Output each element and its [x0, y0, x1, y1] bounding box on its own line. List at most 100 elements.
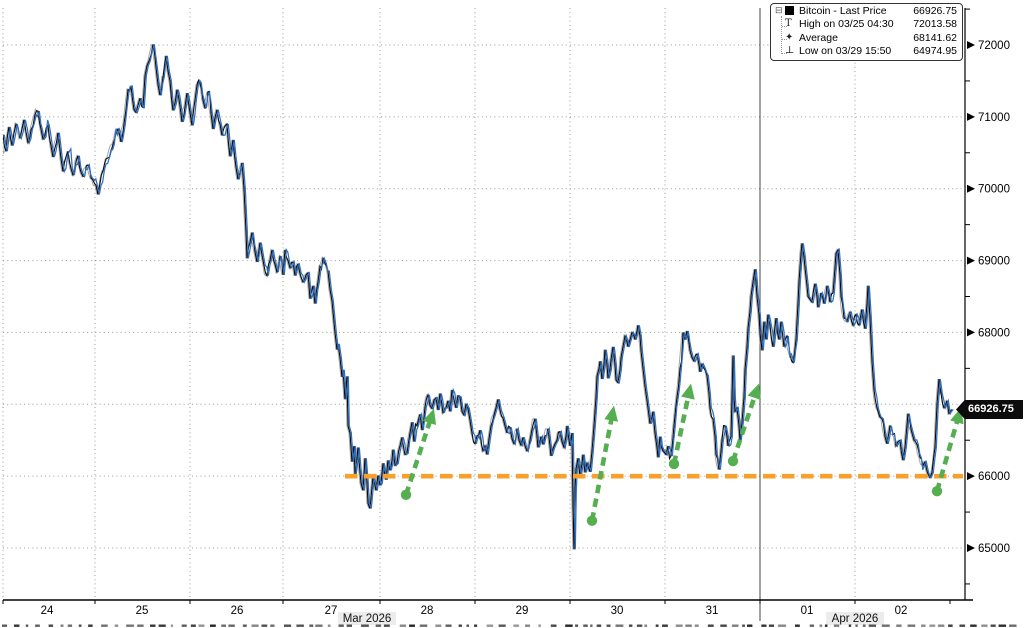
up-arrow-dot: [400, 489, 412, 501]
bottom-strip-dash: [747, 624, 753, 627]
x-axis-label: 01: [801, 605, 814, 617]
x-axis-label: 25: [136, 605, 149, 617]
bottom-strip-dash: [474, 624, 478, 627]
bottom-strip-dash: [636, 624, 643, 627]
bottom-strip-dash: [990, 624, 996, 627]
bottom-strip-dash: [768, 624, 775, 627]
bottom-strip-dash: [937, 624, 945, 627]
bottom-strip-dash: [375, 624, 382, 627]
bottom-strip-dash: [198, 624, 205, 627]
bottom-strip-dash: [78, 624, 82, 627]
bottom-strip-dash: [1009, 624, 1017, 627]
bottom-strip-dash: [338, 624, 344, 627]
price-line-blue: [3, 44, 954, 550]
y-tick-arrow-icon: [967, 256, 975, 265]
bottom-strip-dash: [675, 624, 683, 627]
x-axis-label: 26: [231, 605, 244, 617]
bottom-strip-dash: [720, 624, 727, 627]
bottom-strip-dash: [466, 624, 470, 627]
legend-label: Bitcoin - Last Price: [799, 4, 887, 17]
bottom-strip-dash: [261, 624, 268, 627]
bottom-strip-dash: [794, 624, 800, 627]
bottom-strip-dash: [583, 624, 588, 627]
month-label-bg: [826, 612, 884, 625]
bottom-strip-dash: [731, 624, 739, 627]
bottom-strip-dash: [409, 624, 415, 627]
y-tick-arrow-icon: [967, 328, 975, 337]
legend-row-average[interactable]: ✦ Average 68141.62: [771, 31, 962, 45]
bottom-strip-dash: [309, 624, 314, 627]
legend-value: 64974.95: [913, 45, 957, 58]
bottom-strip-dash: [809, 624, 815, 627]
bottom-strip-dash: [126, 624, 134, 627]
bottom-strip-dash: [283, 624, 292, 627]
up-arrow-dot: [727, 455, 739, 467]
y-tick-arrow-icon: [967, 184, 975, 193]
bottom-strip-dash: [538, 624, 541, 627]
y-tick-arrow-icon: [967, 472, 975, 481]
bottom-strip-dash: [778, 624, 786, 627]
x-axis-label: 02: [895, 605, 908, 617]
bottom-strip-dash: [921, 624, 926, 627]
legend-row-low[interactable]: ⊥ Low on 03/29 15:50 64974.95: [771, 45, 962, 59]
up-arrow-dot: [586, 515, 598, 526]
x-axis-label: 28: [421, 605, 434, 617]
bottom-strip-dash: [114, 624, 119, 627]
bottom-strip-dash: [498, 624, 506, 627]
month-label: Apr 2026: [832, 613, 879, 625]
bottom-strip-dash: [101, 624, 108, 627]
series-color-swatch-icon: [784, 6, 794, 16]
up-arrow-dot: [668, 458, 680, 470]
month-label-bg: [338, 612, 396, 625]
bottom-strip-dash: [60, 624, 64, 627]
y-axis-label: 65000: [978, 543, 1010, 555]
bottom-strip-dash: [270, 624, 275, 627]
bottom-strip-dash: [565, 624, 573, 627]
legend-expand-icon[interactable]: ⊟: [775, 5, 783, 16]
bottom-strip-dash: [742, 624, 745, 627]
bottom-strip-dash: [606, 624, 611, 627]
bottom-strip-dash: [346, 624, 352, 627]
bottom-strip-dash: [296, 624, 304, 627]
bottom-strip-dash: [929, 624, 936, 627]
price-line: [3, 44, 953, 550]
bottom-strip-dash: [383, 624, 390, 627]
bottom-strip-dash: [67, 624, 73, 627]
bottom-strip-dash: [25, 624, 29, 627]
month-label: Mar 2026: [343, 613, 392, 625]
bottom-strip-dash: [35, 624, 40, 627]
bottom-strip-dash: [948, 624, 953, 627]
bottom-strip-dash: [251, 624, 259, 627]
y-axis-label: 70000: [978, 184, 1010, 196]
bottom-strip-dash: [327, 624, 331, 627]
legend-row-high[interactable]: T High on 03/25 04:30 72013.58: [771, 18, 962, 32]
average-marker-icon: ✦: [785, 31, 794, 43]
legend-label: Low on 03/29 15:50: [799, 45, 892, 58]
legend-value: 68141.62: [913, 31, 957, 44]
bottom-strip-dash: [158, 624, 166, 627]
bottom-strip-dash: [181, 624, 187, 627]
bottom-strip-dash: [575, 624, 579, 627]
legend-tree-stub: [782, 26, 787, 27]
bottom-strip-dash: [458, 624, 462, 627]
bottom-strip-dash: [2, 624, 8, 627]
bottom-strip-dash: [662, 624, 668, 627]
y-tick-arrow-icon: [967, 41, 975, 49]
legend-row-last-price[interactable]: ⊟ Bitcoin - Last Price 66926.75: [771, 4, 962, 18]
bottom-strip-dash: [819, 624, 823, 627]
low-marker-icon: ⊥: [785, 45, 795, 57]
x-axis-label: 27: [325, 605, 338, 617]
bottom-strip-dash: [13, 624, 20, 627]
legend-value: 66926.75: [913, 4, 957, 17]
bottom-strip-dash: [242, 624, 247, 627]
bottom-strip-dash: [513, 624, 520, 627]
last-price-tag: 66926.75: [956, 400, 1023, 419]
up-arrow-shaft: [730, 395, 758, 462]
legend-tree-stub: [782, 53, 787, 54]
bottom-strip-dash: [907, 624, 916, 627]
bottom-strip-dash: [435, 624, 442, 627]
bottom-strip-dash: [862, 624, 866, 627]
bottom-strip-dash: [896, 624, 902, 627]
up-arrow-head-icon: [604, 405, 619, 422]
